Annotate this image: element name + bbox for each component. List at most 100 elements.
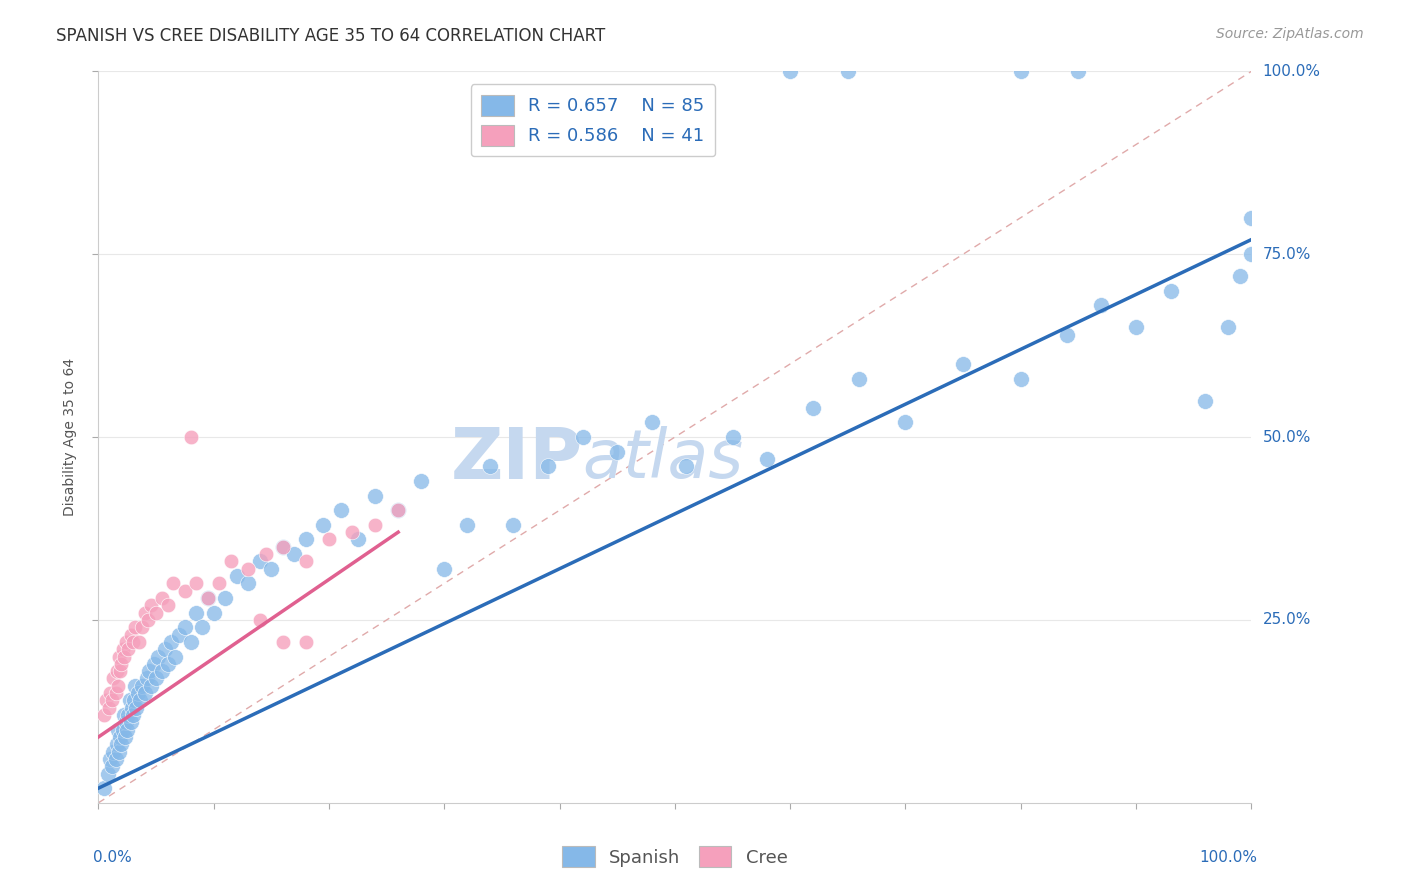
Point (219, 554, 242, 568)
Point (150, 664, 173, 678)
Point (641, 416, 664, 430)
Y-axis label: Disability Age 35 to 64: Disability Age 35 to 64 (63, 358, 77, 516)
Point (142, 657, 165, 671)
Point (318, 533, 340, 547)
Point (108, 745, 131, 759)
Point (1010, 371, 1032, 385)
Point (1240, 247, 1263, 261)
Point (111, 723, 134, 737)
Point (848, 371, 870, 385)
Point (141, 599, 163, 613)
Point (191, 620, 214, 634)
Point (129, 693, 152, 707)
Point (249, 613, 271, 627)
Point (112, 649, 135, 664)
Point (97, 700, 120, 714)
Point (433, 562, 456, 576)
Point (134, 686, 156, 700)
Point (186, 606, 208, 620)
Point (411, 474, 433, 488)
Point (1125, 320, 1147, 334)
Point (837, 64, 859, 78)
Point (174, 620, 197, 634)
Point (107, 679, 129, 693)
Point (162, 576, 184, 591)
Point (160, 635, 183, 649)
Text: 100.0%: 100.0% (1263, 64, 1320, 78)
Point (127, 686, 149, 700)
Point (112, 708, 135, 723)
Point (1056, 327, 1078, 342)
Point (1218, 320, 1240, 334)
Point (387, 503, 409, 517)
Point (121, 700, 143, 714)
Point (197, 591, 219, 605)
Point (537, 459, 560, 474)
Point (756, 452, 779, 467)
Legend: Spanish, Cree: Spanish, Cree (555, 839, 794, 874)
Point (271, 540, 294, 554)
Point (117, 708, 139, 723)
Point (295, 554, 318, 568)
Point (105, 737, 128, 751)
Text: Source: ZipAtlas.com: Source: ZipAtlas.com (1216, 27, 1364, 41)
Point (124, 620, 146, 634)
Text: atlas: atlas (582, 426, 744, 492)
Point (107, 723, 129, 737)
Text: SPANISH VS CREE DISABILITY AGE 35 TO 64 CORRELATION CHART: SPANISH VS CREE DISABILITY AGE 35 TO 64 … (56, 27, 606, 45)
Point (202, 606, 225, 620)
Point (136, 613, 159, 627)
Point (1090, 298, 1112, 312)
Point (295, 635, 318, 649)
Point (295, 533, 318, 547)
Point (110, 737, 132, 751)
Point (110, 730, 132, 744)
Point (225, 569, 247, 583)
Point (93, 708, 115, 723)
Point (364, 489, 387, 503)
Point (97, 766, 120, 780)
Point (675, 459, 697, 474)
Point (1067, 64, 1090, 78)
Point (98, 686, 121, 700)
Point (125, 700, 148, 714)
Point (174, 583, 197, 598)
Point (186, 576, 208, 591)
Point (456, 517, 478, 532)
Point (93, 781, 115, 796)
Point (101, 759, 124, 773)
Point (1160, 284, 1182, 298)
Point (779, 64, 801, 78)
Point (180, 430, 202, 444)
Point (571, 430, 593, 444)
Point (479, 459, 502, 474)
Point (952, 357, 974, 371)
Text: 0.0%: 0.0% (93, 850, 131, 865)
Point (329, 503, 352, 517)
Point (238, 562, 260, 576)
Point (271, 635, 294, 649)
Text: ZIP: ZIP (450, 425, 582, 493)
Point (387, 503, 409, 517)
Point (801, 401, 824, 415)
Point (145, 672, 167, 686)
Point (894, 416, 917, 430)
Point (271, 540, 294, 554)
Point (134, 606, 156, 620)
Point (103, 672, 125, 686)
Point (98, 752, 121, 766)
Text: 25.0%: 25.0% (1263, 613, 1310, 627)
Point (283, 547, 305, 561)
Point (118, 693, 141, 707)
Point (148, 649, 170, 664)
Point (340, 525, 363, 540)
Point (254, 547, 277, 561)
Point (312, 517, 335, 532)
Point (104, 752, 127, 766)
Point (110, 664, 132, 678)
Point (120, 715, 142, 730)
Point (96, 693, 118, 707)
Point (141, 679, 163, 693)
Point (502, 517, 524, 532)
Point (131, 620, 153, 634)
